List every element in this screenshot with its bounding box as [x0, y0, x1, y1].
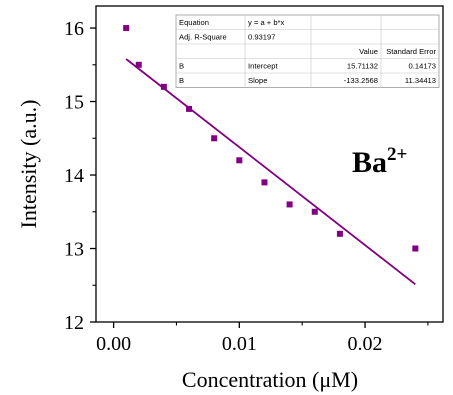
x-tick-label: 0.01: [222, 333, 257, 355]
y-tick-label: 15: [64, 92, 84, 114]
data-point: [412, 245, 419, 252]
data-point: [311, 208, 318, 215]
y-tick-label: 13: [64, 239, 84, 261]
x-axis-ticks: 0.00 0.01 0.02: [96, 322, 429, 355]
data-point: [336, 230, 343, 237]
y-tick-label: 16: [64, 18, 84, 40]
fit-table-cell: B: [179, 76, 184, 85]
y-tick-label: 14: [64, 165, 84, 187]
fit-table-cell: 11.34413: [405, 76, 436, 85]
data-point: [286, 201, 293, 208]
linear-fit-line: [125, 58, 416, 285]
y-axis-title: Intensity (a.u.): [16, 100, 41, 229]
fit-table-cell: Value: [359, 47, 378, 56]
fit-table-cell: Adj. R-Square: [179, 33, 227, 42]
fit-table-cell: 15.71132: [347, 62, 378, 71]
fit-table-cell: 0.14173: [409, 62, 436, 71]
x-tick-label: 0.00: [96, 333, 131, 355]
fit-table-cell: B: [179, 62, 184, 71]
data-point: [261, 179, 268, 186]
data-point: [211, 135, 218, 142]
plot-frame: [95, 5, 444, 323]
fit-table-cell: Equation: [179, 18, 209, 27]
y-tick-label: 12: [64, 312, 84, 334]
fit-table-frame: [175, 14, 440, 88]
data-point: [160, 83, 167, 90]
data-point: [236, 157, 243, 164]
ion-label: Ba2+: [352, 144, 407, 179]
fit-table-cell: Slope: [248, 76, 267, 85]
fit-table-cell: y = a + b*x: [248, 18, 285, 27]
data-point: [186, 105, 193, 112]
ion-label-base: Ba: [352, 146, 387, 179]
fit-table-cell: -133.2568: [344, 76, 378, 85]
fit-table-cell: Intercept: [248, 62, 278, 71]
y-axis-ticks: 12 13 14 15 16: [64, 18, 96, 334]
fit-table-cell: Standard Error: [386, 47, 436, 56]
data-points: [123, 25, 419, 252]
data-point: [135, 61, 142, 68]
x-tick-label: 0.02: [348, 333, 383, 355]
fit-line-layer: [125, 58, 416, 285]
data-point: [123, 25, 130, 32]
ion-label-charge: 2+: [387, 144, 407, 165]
fit-table-cell: 0.93197: [248, 33, 275, 42]
x-axis-title: Concentration (μM): [182, 367, 358, 392]
fit-statistics-table: Equation y = a + b*x Adj. R-Square 0.93197 V…: [175, 14, 440, 88]
